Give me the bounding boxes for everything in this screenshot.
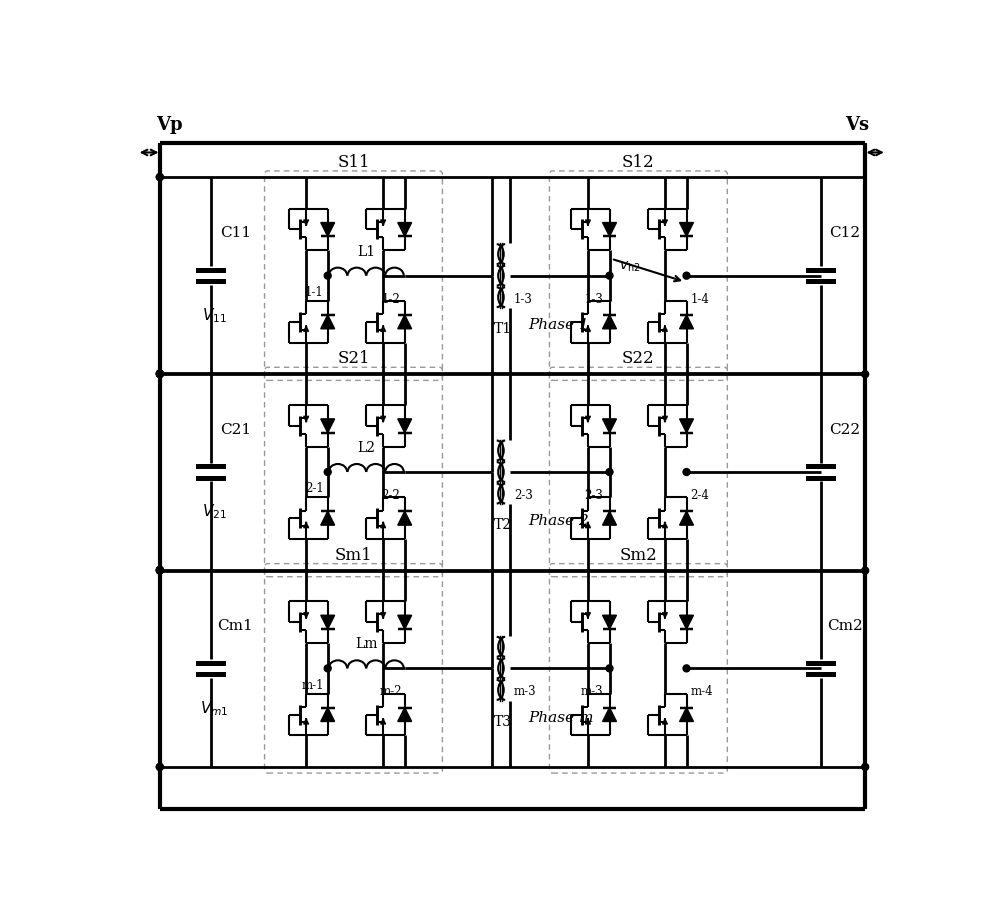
Text: Phase 2: Phase 2 [528,515,589,529]
Text: 2-3: 2-3 [584,489,603,502]
Circle shape [156,763,163,771]
Circle shape [324,468,331,476]
Text: m-4: m-4 [690,686,713,699]
Text: S21: S21 [337,350,370,367]
Polygon shape [603,315,616,329]
Circle shape [324,665,331,672]
Text: C11: C11 [220,226,251,240]
Text: 1-4: 1-4 [690,293,709,306]
Text: T1: T1 [493,322,512,335]
Circle shape [156,174,163,180]
Circle shape [606,273,613,279]
Polygon shape [398,315,412,329]
Polygon shape [321,315,335,329]
Polygon shape [680,615,693,629]
Polygon shape [680,511,693,525]
Text: L1: L1 [357,245,375,259]
Text: 1-1: 1-1 [305,286,324,299]
Polygon shape [680,708,693,722]
Circle shape [156,763,163,771]
Polygon shape [680,315,693,329]
Polygon shape [603,511,616,525]
Text: S12: S12 [622,154,655,171]
Text: $V_{21}$: $V_{21}$ [202,503,227,521]
Circle shape [156,567,163,574]
Circle shape [156,370,163,377]
Text: T2: T2 [493,518,511,532]
Text: S22: S22 [622,350,655,367]
Circle shape [862,371,869,378]
Polygon shape [398,615,412,629]
Text: 1-2: 1-2 [381,293,400,306]
Circle shape [683,468,690,476]
Circle shape [156,371,163,378]
Text: Vp: Vp [157,116,183,134]
Text: $V_{m1}$: $V_{m1}$ [200,699,229,718]
Circle shape [156,371,163,378]
Circle shape [862,567,869,574]
Circle shape [862,763,869,771]
Text: m-1: m-1 [301,679,324,692]
Circle shape [156,174,163,180]
Circle shape [606,665,613,672]
Text: Phase 1: Phase 1 [528,318,589,332]
Text: 2-4: 2-4 [690,489,709,502]
Text: Sm1: Sm1 [335,547,372,564]
Polygon shape [321,615,335,629]
Polygon shape [603,419,616,432]
Polygon shape [398,419,412,432]
Text: T3: T3 [493,714,511,728]
Polygon shape [680,419,693,432]
Circle shape [156,566,163,573]
Text: S11: S11 [337,154,370,171]
Text: $v_{\mathrm{h2}}$: $v_{\mathrm{h2}}$ [619,260,640,274]
Polygon shape [398,223,412,237]
Text: m-2: m-2 [380,686,402,699]
Text: m-3: m-3 [514,686,537,699]
Text: C21: C21 [220,422,251,437]
Text: Cm2: Cm2 [827,619,863,633]
Circle shape [606,468,613,476]
Text: 2-3: 2-3 [514,489,533,502]
Polygon shape [398,511,412,525]
Circle shape [683,273,690,279]
Text: L2: L2 [357,441,375,456]
Text: 2-1: 2-1 [305,482,324,495]
Polygon shape [680,223,693,237]
Text: Cm1: Cm1 [217,619,253,633]
Text: 1-3: 1-3 [514,293,533,306]
Circle shape [683,665,690,672]
Polygon shape [398,708,412,722]
Polygon shape [603,615,616,629]
Polygon shape [321,708,335,722]
Text: Vs: Vs [845,116,870,134]
Polygon shape [321,223,335,237]
Text: 1-3: 1-3 [584,293,603,306]
Text: C22: C22 [830,422,861,437]
Polygon shape [321,419,335,432]
Text: Lm: Lm [355,638,377,651]
Text: $V_{11}$: $V_{11}$ [202,307,227,325]
Text: m-3: m-3 [581,686,603,699]
Circle shape [156,567,163,574]
Polygon shape [321,511,335,525]
Circle shape [156,566,163,573]
Text: C12: C12 [830,226,861,240]
Circle shape [156,370,163,377]
Circle shape [324,273,331,279]
Text: 2-2: 2-2 [381,489,400,502]
Text: Sm2: Sm2 [620,547,657,564]
Polygon shape [603,708,616,722]
Text: Phase m: Phase m [528,711,593,724]
Polygon shape [603,223,616,237]
